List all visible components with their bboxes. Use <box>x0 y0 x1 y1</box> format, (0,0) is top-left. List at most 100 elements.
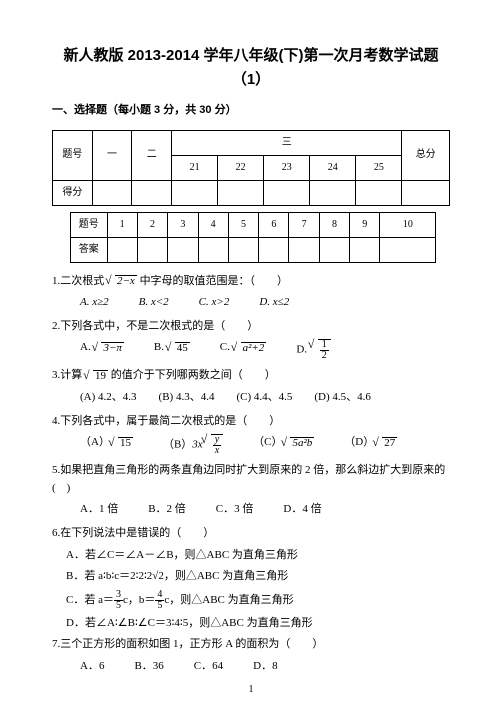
option-d: D．4 倍 <box>283 501 321 519</box>
option-a: (A) 4.2、4.3 <box>80 389 137 407</box>
question-4: 4.下列各式中，属于最简二次根式的是（ ） <box>52 413 450 431</box>
option-c: C. a²+2 <box>220 339 267 361</box>
answer-num: 4 <box>198 212 228 237</box>
score-subcol: 23 <box>264 155 310 180</box>
option-b: B. x<2 <box>139 294 169 312</box>
option-c: C．64 <box>194 658 223 676</box>
exam-page: 新人教版 2013-2014 学年八年级(下)第一次月考数学试题（1） 一、选择… <box>0 0 502 698</box>
section-1-heading: 一、选择题（每小题 3 分，共 30 分） <box>52 102 450 120</box>
sqrt-icon: a²+2 <box>233 342 267 354</box>
answer-row-label: 答案 <box>71 237 108 262</box>
sqrt-icon: 5a²b <box>282 437 314 449</box>
answer-cell <box>168 237 198 262</box>
sqrt-icon: 45 <box>167 342 190 354</box>
sqrt-icon: 27 <box>374 437 397 449</box>
answer-num: 1 <box>107 212 137 237</box>
answer-cell <box>137 237 167 262</box>
option-c: (C) 4.4、4.5 <box>236 389 292 407</box>
score-cell <box>310 180 356 205</box>
option-a: A. x≥2 <box>80 294 109 312</box>
answer-cell <box>107 237 137 262</box>
score-subcol: 22 <box>218 155 264 180</box>
score-cell <box>172 180 218 205</box>
answer-num: 6 <box>259 212 289 237</box>
option-c: （C）5a²b <box>253 434 314 456</box>
score-col: 二 <box>132 130 172 180</box>
answer-num: 8 <box>319 212 349 237</box>
option-b: （B）3xyx <box>163 434 223 456</box>
q1-stem-b: 中字母的取值范围是：（ ） <box>140 275 289 287</box>
score-subcol: 25 <box>356 155 402 180</box>
answer-num: 2 <box>137 212 167 237</box>
score-cell <box>356 180 402 205</box>
score-subcol: 24 <box>310 155 356 180</box>
option-b: B. 45 <box>154 339 190 361</box>
option-b: B．2 倍 <box>148 501 186 519</box>
question-3: 3.计算 19 的值介于下列哪两数之间（ ） <box>52 367 450 385</box>
score-total: 总分 <box>402 130 450 180</box>
option-a: A. 3−π <box>80 339 124 361</box>
answer-table: 题号 1 2 3 4 5 6 7 8 9 10 答案 <box>70 212 436 263</box>
score-col: 一 <box>92 130 132 180</box>
q1-stem-a: 1.二次根式 <box>52 275 104 287</box>
answer-cell <box>350 237 380 262</box>
answer-num: 9 <box>350 212 380 237</box>
question-1: 1.二次根式 2−x 中字母的取值范围是：（ ） <box>52 273 450 291</box>
score-subheader: 三 <box>172 130 402 155</box>
option-a: A．6 <box>80 658 104 676</box>
q7-options: A．6 B．36 C．64 D．8 <box>80 658 450 676</box>
score-cell <box>264 180 310 205</box>
answer-header: 题号 <box>71 212 108 237</box>
score-subcol: 21 <box>172 155 218 180</box>
q3-stem-b: 的值介于下列哪两数之间（ ） <box>111 369 276 381</box>
q6-option-b: B．若 a∶b∶c＝2∶2∶2√2，则△ABC 为直角三角形 <box>66 568 450 586</box>
option-d: D. x≤2 <box>259 294 289 312</box>
option-d: (D) 4.5、4.6 <box>314 389 371 407</box>
option-d: D. 12 <box>296 339 330 361</box>
option-b: B．36 <box>134 658 163 676</box>
option-a: （A）15 <box>80 434 133 456</box>
score-cell <box>132 180 172 205</box>
score-cell <box>218 180 264 205</box>
score-cell <box>402 180 450 205</box>
score-table: 题号 一 二 三 总分 21 22 23 24 25 得分 <box>52 130 450 206</box>
option-d: （D）27 <box>344 434 397 456</box>
q3-options: (A) 4.2、4.3 (B) 4.3、4.4 (C) 4.4、4.5 (D) … <box>80 389 450 407</box>
question-6: 6.在下列说法中是错误的（ ） <box>52 525 450 543</box>
sqrt-icon: 15 <box>110 437 133 449</box>
score-row-label: 得分 <box>53 180 93 205</box>
answer-cell <box>228 237 258 262</box>
q2-options: A. 3−π B. 45 C. a²+2 D. 12 <box>80 339 450 361</box>
sqrt-icon: 3−π <box>93 342 123 354</box>
q3-stem-a: 3.计算 <box>52 369 82 381</box>
answer-cell <box>259 237 289 262</box>
q1-options: A. x≥2 B. x<2 C. x>2 D. x≤2 <box>80 294 450 312</box>
question-2: 2.下列各式中，不是二次根式的是（ ） <box>52 318 450 336</box>
option-c: C．3 倍 <box>216 501 254 519</box>
option-b: (B) 4.3、4.4 <box>159 389 215 407</box>
answer-cell <box>289 237 319 262</box>
question-7: 7.三个正方形的面积如图 1，正方形 A 的面积为（ ） <box>52 636 450 654</box>
score-row-label: 题号 <box>53 130 93 180</box>
q4-options: （A）15 （B）3xyx （C）5a²b （D）27 <box>80 434 450 456</box>
answer-cell <box>319 237 349 262</box>
sqrt-icon: 19 <box>85 370 108 382</box>
sqrt-icon: 12 <box>310 339 331 361</box>
question-5: 5.如果把直角三角形的两条直角边同时扩大到原来的 2 倍，那么斜边扩大到原来的(… <box>52 462 450 497</box>
sqrt-icon: yx <box>203 434 223 456</box>
q6-option-a: A．若∠C＝∠A－∠B，则△ABC 为直角三角形 <box>66 547 450 565</box>
answer-num: 5 <box>228 212 258 237</box>
answer-num: 10 <box>380 212 436 237</box>
page-number: 1 <box>52 682 450 698</box>
answer-cell <box>380 237 436 262</box>
option-a: A．1 倍 <box>80 501 118 519</box>
q6-option-d: D．若∠A∶∠B∶∠C＝3∶4∶5，则△ABC 为直角三角形 <box>66 615 450 633</box>
answer-cell <box>198 237 228 262</box>
sqrt-icon: 2−x <box>107 275 137 287</box>
score-cell <box>92 180 132 205</box>
answer-num: 7 <box>289 212 319 237</box>
option-d: D．8 <box>253 658 277 676</box>
option-c: C. x>2 <box>199 294 230 312</box>
q6-option-c: C．若 a＝35c，b＝45c，则△ABC 为直角三角形 <box>66 590 450 611</box>
answer-num: 3 <box>168 212 198 237</box>
